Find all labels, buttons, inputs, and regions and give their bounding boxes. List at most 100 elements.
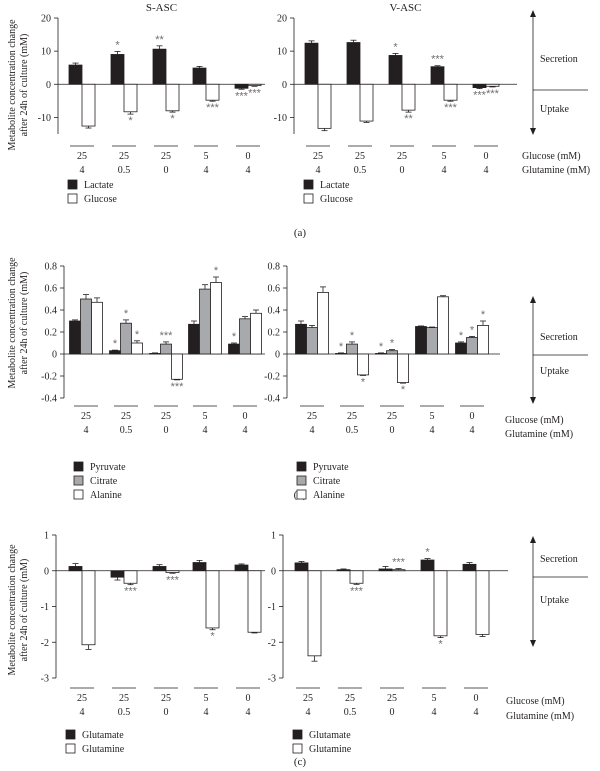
glutamine-level-label: 4 <box>246 165 251 176</box>
bar-lactate <box>388 55 403 85</box>
bar-glucose <box>81 83 96 127</box>
bar-alanine <box>91 301 103 355</box>
bar-alanine <box>437 296 449 355</box>
secretion-label-a: Secretion <box>540 54 578 65</box>
bar-citrate <box>466 337 478 355</box>
glutamine-level-label: 4 <box>246 707 251 718</box>
bar-lactate <box>152 48 167 85</box>
chart-title: V-ASC <box>390 2 422 14</box>
legend-label: Glutamate <box>309 730 351 741</box>
legend-label: Glucose <box>84 194 117 205</box>
significance-marker: * <box>470 324 475 336</box>
significance-marker: * <box>232 331 237 343</box>
glucose-level-label: 25 <box>121 411 131 422</box>
legend-swatch <box>73 489 84 500</box>
uptake-label-a: Uptake <box>540 104 569 115</box>
significance-marker: * <box>170 113 175 125</box>
significance-marker: ** <box>155 34 164 46</box>
bar-glucose <box>247 83 262 87</box>
significance-marker: *** <box>166 574 180 586</box>
legend-swatch <box>296 461 307 472</box>
glutamine-level-label: 4 <box>204 165 209 176</box>
y-tick-label: 0 <box>275 350 280 361</box>
bar-lactate <box>346 42 361 85</box>
glucose-level-label: 25 <box>77 151 87 162</box>
bar-citrate <box>426 327 438 355</box>
glutamine-level-label: 0 <box>400 165 405 176</box>
bar-citrate <box>386 350 398 355</box>
significance-marker: * <box>128 115 133 127</box>
bar-lactate <box>192 67 207 85</box>
bar-alanine <box>357 353 369 376</box>
bar-pyruvate <box>335 353 347 355</box>
significance-marker: * <box>339 341 344 353</box>
glutamine-level-label: 4 <box>484 165 489 176</box>
y-tick-label: 0 <box>271 566 276 577</box>
glucose-level-label: 0 <box>246 693 251 704</box>
glutamine-row-label-b: Glutamine (mM) <box>505 429 573 440</box>
legend-label: Citrate <box>313 476 341 487</box>
bar-citrate <box>160 343 172 355</box>
glucose-level-label: 25 <box>397 151 407 162</box>
y-tick-label: 0.4 <box>45 306 58 317</box>
y-tick-label: 0.8 <box>268 262 281 273</box>
significance-marker: *** <box>235 90 249 102</box>
y-tick-label: 20 <box>41 14 51 25</box>
y-tick-label: 0 <box>282 80 287 91</box>
secretion-label-c: Secretion <box>540 554 578 565</box>
y-tick-label: 0.4 <box>268 306 281 317</box>
y-tick-label: 1 <box>271 531 276 542</box>
glutamine-level-label: 4 <box>430 425 435 436</box>
y-tick-label: 1 <box>44 531 49 542</box>
bar-glucose <box>205 83 220 101</box>
legend-label: Alanine <box>90 490 122 501</box>
glucose-level-label: 25 <box>345 693 355 704</box>
glutamine-level-label: 4 <box>442 165 447 176</box>
glucose-level-label: 25 <box>161 411 171 422</box>
y-tick-label: -0.4 <box>264 394 280 405</box>
chart-b-sasc: -0.4-0.200.20.40.60.8***********254250.5… <box>41 262 265 501</box>
legend-swatch <box>292 729 303 740</box>
significance-marker: * <box>124 308 129 320</box>
glutamine-level-label: 0.5 <box>118 165 131 176</box>
significance-marker: *** <box>392 557 406 569</box>
bar-pyruvate <box>415 326 427 355</box>
bar-alanine <box>477 324 489 355</box>
y-tick-label: -0.2 <box>41 372 57 383</box>
bar-glutamate <box>294 562 309 572</box>
bar-glucose <box>401 83 416 111</box>
bar-glutamine <box>349 570 364 584</box>
bar-lactate <box>110 54 125 85</box>
glutamine-level-label: 0 <box>390 425 395 436</box>
bar-pyruvate <box>228 343 240 355</box>
glutamine-level-label: 4 <box>432 707 437 718</box>
legend-swatch <box>296 489 307 500</box>
glucose-level-label: 0 <box>474 693 479 704</box>
glutamine-level-label: 4 <box>470 425 475 436</box>
y-tick-label: -1 <box>41 602 49 613</box>
bar-glutamine <box>205 570 220 629</box>
annotation-c: Secretion Uptake <box>530 536 588 647</box>
glutamine-level-label: 4 <box>204 707 209 718</box>
significance-marker: * <box>214 265 219 277</box>
legend-label: Pyruvate <box>313 462 349 473</box>
y-tick-label: 10 <box>277 47 287 58</box>
bar-pyruvate <box>149 353 161 355</box>
glucose-level-label: 25 <box>77 693 87 704</box>
glucose-level-label: 5 <box>204 151 209 162</box>
y-tick-label: 0.6 <box>45 284 58 295</box>
glucose-level-label: 25 <box>161 151 171 162</box>
chart-a-vasc: V-ASC-1001020***************254250.52505… <box>274 2 517 205</box>
significance-marker: ** <box>404 113 413 125</box>
bar-glutamate <box>192 562 207 572</box>
legend-label: Lactate <box>320 180 350 191</box>
bar-citrate <box>306 327 318 355</box>
glucose-level-label: 5 <box>204 693 209 704</box>
significance-marker: * <box>115 39 120 51</box>
bar-pyruvate <box>295 323 307 355</box>
bar-alanine <box>131 342 143 355</box>
significance-marker: * <box>379 341 384 353</box>
glucose-row-label-c: Glucose (mM) <box>506 696 565 707</box>
glucose-level-label: 25 <box>387 693 397 704</box>
